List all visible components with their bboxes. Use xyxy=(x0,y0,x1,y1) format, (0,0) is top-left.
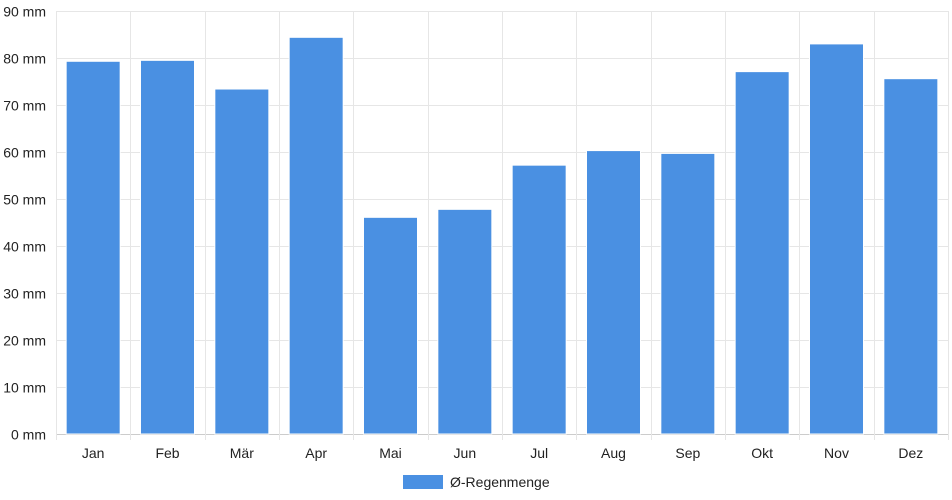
bar-Feb[interactable] xyxy=(140,59,195,435)
bar-Okt[interactable] xyxy=(734,71,790,435)
bar-Dez[interactable] xyxy=(883,78,939,435)
bar-Mär[interactable] xyxy=(214,88,270,435)
bar-Mai[interactable] xyxy=(363,216,418,435)
y-tick-label: 80 mm xyxy=(3,51,46,67)
x-tick-label: Mär xyxy=(230,445,254,461)
grid xyxy=(56,11,949,440)
x-tick-label: Dez xyxy=(898,445,923,461)
x-tick-label: Apr xyxy=(305,445,327,461)
x-tick-label: Aug xyxy=(601,445,626,461)
legend-label: Ø-Regenmenge xyxy=(450,474,550,490)
bars xyxy=(65,36,939,435)
y-tick-label: 70 mm xyxy=(3,98,46,114)
x-tick-label: Jul xyxy=(530,445,548,461)
bar-Nov[interactable] xyxy=(809,43,864,435)
bar-Jun[interactable] xyxy=(437,208,493,435)
legend[interactable]: Ø-Regenmenge xyxy=(403,474,550,490)
legend-swatch xyxy=(403,475,443,489)
y-tick-label: 10 mm xyxy=(3,380,46,396)
y-tick-label: 20 mm xyxy=(3,333,46,349)
x-tick-label: Jan xyxy=(82,445,105,461)
bar-Aug[interactable] xyxy=(586,150,641,435)
y-tick-label: 60 mm xyxy=(3,145,46,161)
y-tick-label: 40 mm xyxy=(3,239,46,255)
x-tick-label: Nov xyxy=(824,445,849,461)
y-tick-label: 90 mm xyxy=(3,4,46,20)
x-tick-label: Jun xyxy=(454,445,477,461)
y-axis-labels: 0 mm 10 mm 20 mm 30 mm 40 mm 50 mm 60 mm 70 mm 8… xyxy=(3,4,46,443)
bar-Sep[interactable] xyxy=(660,152,716,435)
y-tick-label: 50 mm xyxy=(3,192,46,208)
x-tick-label: Feb xyxy=(155,445,179,461)
bar-Jul[interactable] xyxy=(511,164,567,435)
y-tick-label: 30 mm xyxy=(3,286,46,302)
y-tick-label: 0 mm xyxy=(11,427,46,443)
x-axis-labels: Jan Feb Mär Apr Mai Jun Jul Aug Sep Okt Nov Dez xyxy=(82,445,923,461)
x-tick-label: Okt xyxy=(751,445,773,461)
x-tick-label: Sep xyxy=(675,445,700,461)
bar-Apr[interactable] xyxy=(288,36,344,435)
bar-Jan[interactable] xyxy=(65,60,121,435)
x-tick-label: Mai xyxy=(379,445,402,461)
